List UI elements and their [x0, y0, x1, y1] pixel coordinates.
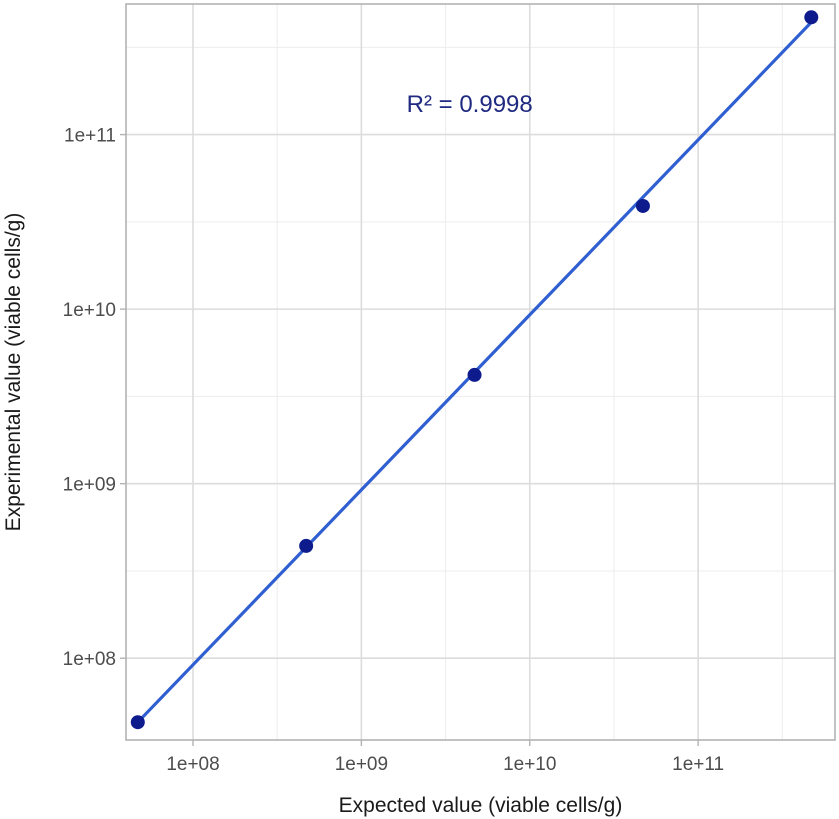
x-axis-ticks: 1e+08 1e+09 1e+10 1e+11	[166, 740, 724, 775]
y-tick-label: 1e+08	[63, 649, 116, 670]
x-tick-label: 1e+08	[166, 754, 219, 775]
major-gridlines	[126, 4, 835, 740]
y-axis-ticks: 1e+08 1e+09 1e+10 1e+11	[63, 126, 126, 670]
y-tick-label: 1e+10	[63, 300, 116, 321]
y-axis-title: Experimental value (viable cells/g)	[2, 213, 25, 532]
data-points	[130, 10, 819, 730]
data-point	[299, 538, 314, 553]
r-squared-annotation: R² = 0.9998	[407, 91, 533, 118]
y-tick-label: 1e+09	[63, 475, 116, 496]
data-point	[635, 198, 650, 213]
panel-border	[125, 3, 836, 741]
x-tick-label: 1e+11	[672, 754, 724, 775]
minor-gridlines	[126, 4, 835, 740]
y-tick-label: 1e+11	[64, 126, 116, 147]
data-point	[130, 715, 145, 730]
data-point	[467, 367, 482, 382]
data-point	[804, 10, 819, 25]
x-tick-label: 1e+10	[503, 754, 556, 775]
x-tick-label: 1e+09	[335, 754, 388, 775]
x-axis-title: Expected value (viable cells/g)	[339, 794, 623, 817]
